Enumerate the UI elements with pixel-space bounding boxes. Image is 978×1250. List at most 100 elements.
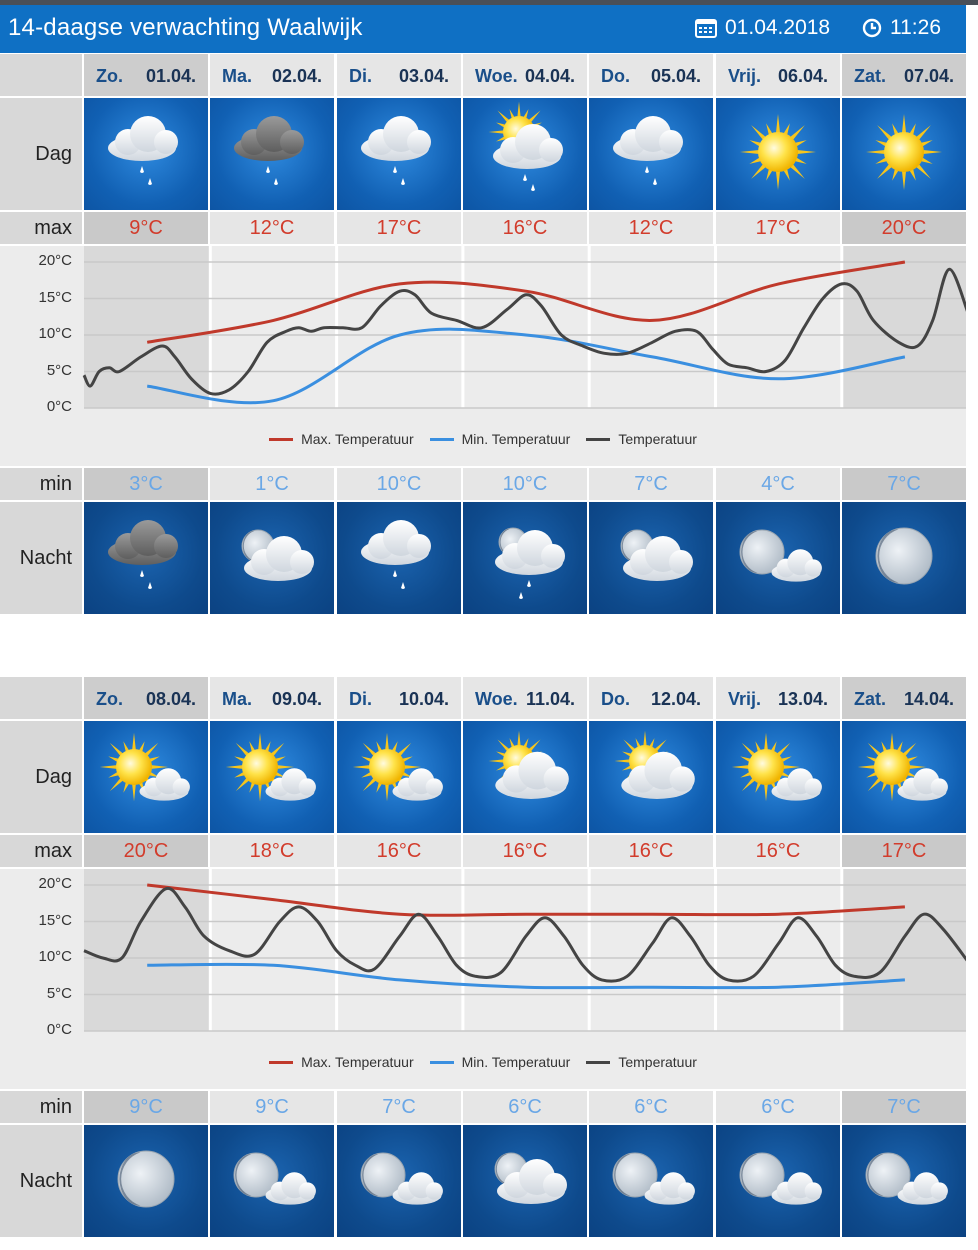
- week-1: Dag max min Nacht Zo. 01.04. 9°C 3°C Ma. 02.04.…: [0, 54, 966, 616]
- clock-icon: [862, 18, 882, 38]
- max-temp: 17°C: [716, 212, 840, 244]
- temp-legend[interactable]: Temperatuur: [586, 431, 697, 447]
- night-weather-cell: [84, 502, 208, 614]
- y-tick-label: 15°C: [38, 911, 72, 929]
- min-temp: 9°C: [210, 1091, 334, 1123]
- sun-big-cloud-icon: [589, 718, 713, 837]
- night-weather-cell: [463, 1125, 587, 1237]
- max-temp: 16°C: [337, 835, 461, 867]
- min-temp-line: [147, 327, 906, 405]
- y-tick-label: 10°C: [38, 948, 72, 965]
- min-temp: 1°C: [210, 468, 334, 500]
- night-weather-cell: [842, 502, 966, 614]
- night-weather-cell: [210, 1125, 334, 1237]
- day-weather-cell: [589, 721, 713, 833]
- min-temp: 7°C: [842, 1091, 966, 1123]
- moon-small-cloud-icon: [716, 1122, 840, 1241]
- sun-icon: [716, 95, 840, 214]
- min-legend[interactable]: Min. Temperatuur: [429, 1054, 571, 1070]
- day-date: 04.04.: [524, 66, 575, 86]
- night-weather-cell: [337, 502, 461, 614]
- day-date: 08.04.: [145, 689, 196, 709]
- night-weather-cell: [716, 1125, 840, 1237]
- row-label-max: max: [0, 835, 82, 867]
- day-header: Vrij. 06.04.: [716, 54, 840, 96]
- page-header: 14-daagse verwachting Waalwijk 01.04.201…: [0, 5, 966, 53]
- day-header: Vrij. 13.04.: [716, 677, 840, 719]
- day-name: Di.: [349, 66, 373, 86]
- night-weather-cell: [463, 502, 587, 614]
- night-weather-cell: [589, 1125, 713, 1237]
- day-weather-cell: [210, 721, 334, 833]
- max-temp: 20°C: [84, 835, 208, 867]
- moon-small-cloud-icon: [716, 499, 840, 618]
- weekend-shade: [841, 869, 966, 1031]
- temperature-chart: 20°C 15°C 10°C 5°C 0°C Max. Temperatuur Min. T…: [0, 246, 966, 466]
- day-weather-cell: [337, 721, 461, 833]
- moon-icon: [84, 1122, 208, 1241]
- day-header: Zo. 08.04.: [84, 677, 208, 719]
- legend-label: Min. Temperatuur: [461, 1054, 571, 1070]
- min-legend[interactable]: Min. Temperatuur: [429, 431, 570, 447]
- max-temp: 12°C: [589, 212, 713, 244]
- row-label-dag: Dag: [0, 721, 82, 833]
- corner-cell: [0, 677, 82, 719]
- moon-icon: [842, 499, 966, 618]
- sun-cloud-icon: [842, 718, 966, 837]
- legend-label: Temperatuur: [618, 1054, 697, 1070]
- cloud-dark-rain-icon: [210, 95, 334, 214]
- temp-line: [83, 886, 966, 983]
- min-temp: 7°C: [842, 468, 966, 500]
- day-header: Di. 03.04.: [337, 54, 461, 96]
- max-temp-line: [146, 260, 906, 344]
- day-date: 03.04.: [398, 66, 449, 86]
- y-tick-label: 0°C: [46, 398, 72, 415]
- day-name: Ma.: [222, 689, 253, 709]
- sun-cloud-icon: [84, 718, 208, 837]
- moon-small-cloud-icon: [842, 1122, 966, 1241]
- day-name: Zat.: [854, 689, 887, 709]
- legend-swatch: [429, 437, 454, 441]
- day-weather-cell: [842, 721, 966, 833]
- day-name: Zo.: [96, 66, 123, 86]
- moon-small-cloud-icon: [337, 1122, 461, 1241]
- max-temp-line: [147, 883, 905, 917]
- night-weather-cell: [337, 1125, 461, 1237]
- moon-cloud-icon: [463, 1122, 587, 1241]
- sun-cloud-icon: [716, 718, 840, 837]
- day-name: Do.: [601, 689, 630, 709]
- day-name: Zo.: [96, 689, 123, 709]
- week-2: Dag max min Nacht Zo. 08.04. 20°C 9°C Ma. 09.04…: [0, 677, 966, 1239]
- max-temp: 12°C: [210, 212, 334, 244]
- sun-cloud-icon: [210, 718, 334, 837]
- moon-small-cloud-icon: [589, 1122, 713, 1241]
- day-name: Zat.: [854, 66, 887, 86]
- corner-cell: [0, 54, 82, 96]
- max-legend[interactable]: Max. Temperatuur: [269, 1054, 414, 1070]
- time-display: 11:26: [862, 16, 941, 40]
- night-weather-cell: [210, 502, 334, 614]
- day-name: Woe.: [475, 689, 518, 709]
- night-weather-cell: [716, 502, 840, 614]
- min-temp: 6°C: [463, 1091, 587, 1123]
- row-label-max: max: [0, 212, 82, 244]
- temperature-chart: 20°C 15°C 10°C 5°C 0°C Max. Temperatuur Min. T…: [0, 869, 966, 1089]
- moon-cloud-icon: [210, 499, 334, 618]
- row-label-nacht: Nacht: [0, 1125, 82, 1237]
- day-header: Do. 05.04.: [589, 54, 713, 96]
- temp-legend[interactable]: Temperatuur: [586, 1054, 697, 1070]
- temp-line: [82, 267, 966, 396]
- day-name: Woe.: [475, 66, 518, 86]
- legend-swatch: [586, 1060, 611, 1064]
- day-date: 10.04.: [398, 689, 449, 709]
- y-tick-label: 15°C: [38, 288, 72, 306]
- day-weather-cell: [842, 98, 966, 210]
- day-date: 09.04.: [271, 689, 322, 709]
- day-name: Vrij.: [728, 689, 762, 709]
- max-legend[interactable]: Max. Temperatuur: [269, 431, 414, 447]
- cloud-rain-icon: [337, 95, 461, 214]
- day-weather-cell: [84, 721, 208, 833]
- min-temp: 6°C: [716, 1091, 840, 1123]
- legend-label: Max. Temperatuur: [301, 1054, 414, 1070]
- day-weather-cell: [589, 98, 713, 210]
